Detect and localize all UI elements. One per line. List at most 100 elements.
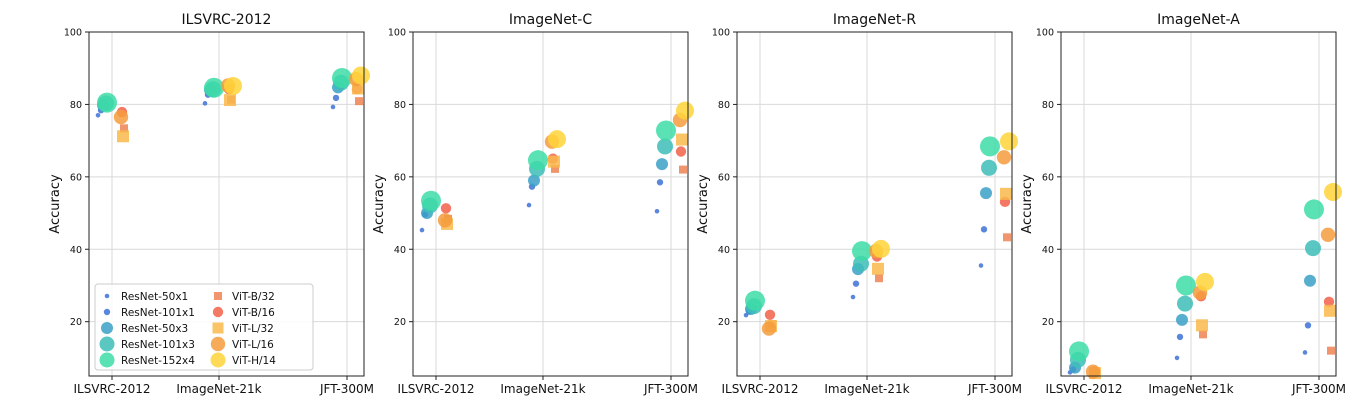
data-point xyxy=(421,190,441,211)
data-point xyxy=(656,120,676,141)
data-point xyxy=(224,76,242,95)
data-point xyxy=(332,67,352,88)
legend-label: ViT-L/16 xyxy=(232,339,274,351)
legend-label: ResNet-152x4 xyxy=(121,355,195,367)
data-point xyxy=(528,174,540,187)
data-point xyxy=(872,239,890,258)
x-tick-label: ILSVRC-2012 xyxy=(1045,382,1122,396)
data-point xyxy=(548,130,566,149)
legend-marker xyxy=(210,352,226,368)
y-tick-label: 20 xyxy=(394,317,406,328)
data-point xyxy=(1302,350,1308,355)
data-point xyxy=(850,294,856,300)
x-tick-label: ImageNet-21k xyxy=(1148,382,1233,396)
panel-title: ILSVRC-2012 xyxy=(182,12,272,28)
y-tick-label: 20 xyxy=(70,317,82,328)
y-tick-label: 40 xyxy=(394,245,406,256)
y-tick-label: 60 xyxy=(1042,172,1054,183)
legend-label: ResNet-101x3 xyxy=(121,339,195,351)
plot-frame xyxy=(1060,31,1337,377)
y-tick-label: 80 xyxy=(394,100,406,111)
legend-marker xyxy=(212,306,224,318)
legend-label: ResNet-50x1 xyxy=(121,291,188,303)
data-point xyxy=(980,187,992,200)
data-point xyxy=(1196,319,1208,332)
legend-marker xyxy=(214,292,222,300)
data-point xyxy=(676,101,694,120)
x-tick-label: ImageNet-21k xyxy=(500,382,585,396)
data-point xyxy=(872,262,884,275)
legend-marker xyxy=(99,336,115,352)
y-tick-label: 80 xyxy=(70,100,82,111)
y-tick-label: 20 xyxy=(718,317,730,328)
x-tick-label: ImageNet-21k xyxy=(176,382,261,396)
data-point xyxy=(1176,333,1184,341)
data-point xyxy=(1304,274,1316,287)
x-tick-label: JFT-300M xyxy=(319,382,374,396)
legend-marker xyxy=(210,336,226,352)
plot-frame xyxy=(412,31,689,377)
panel-title: ImageNet-C xyxy=(509,12,592,28)
y-tick-label: 80 xyxy=(718,100,730,111)
data-point xyxy=(1069,341,1089,362)
y-tick-label: 60 xyxy=(718,172,730,183)
legend: ResNet-50x1 ResNet-101x1 ResNet-50x3 ResNet… xyxy=(94,283,314,371)
data-point xyxy=(1324,304,1336,317)
x-tick-label: ImageNet-21k xyxy=(824,382,909,396)
x-tick-label: ILSVRC-2012 xyxy=(397,382,474,396)
data-point xyxy=(1324,183,1342,202)
y-tick-label: 100 xyxy=(388,28,406,39)
plot-frame xyxy=(736,31,1013,377)
data-point xyxy=(980,226,988,233)
data-point xyxy=(551,164,559,173)
data-point xyxy=(548,155,560,168)
data-point xyxy=(1327,346,1335,355)
data-point xyxy=(1177,295,1193,312)
y-axis-label: Accuracy xyxy=(372,174,387,234)
data-point xyxy=(352,66,370,85)
panel-title: ImageNet-R xyxy=(833,12,916,28)
data-point xyxy=(875,274,883,283)
data-point xyxy=(676,133,688,146)
data-point xyxy=(1003,233,1011,242)
data-point xyxy=(204,77,224,98)
y-axis-label: Accuracy xyxy=(48,174,63,234)
data-point xyxy=(745,290,765,311)
data-point xyxy=(996,150,1012,165)
data-point xyxy=(679,165,687,174)
legend-marker xyxy=(99,352,115,368)
y-axis-label: Accuracy xyxy=(696,174,711,234)
data-point xyxy=(120,124,128,133)
data-point xyxy=(1196,272,1214,291)
data-point xyxy=(1174,355,1180,361)
chart-panel: 20 40 60 80 100 ILSVRC-2012 ImageNet-21k JFT-30… xyxy=(696,12,1022,396)
legend-label: ResNet-50x3 xyxy=(121,323,188,335)
data-point xyxy=(764,309,776,321)
data-point xyxy=(654,208,660,214)
data-point xyxy=(675,146,687,157)
legend-box xyxy=(94,283,314,371)
y-tick-label: 20 xyxy=(1042,317,1054,328)
legend-label: ViT-B/16 xyxy=(232,307,275,319)
y-tick-label: 80 xyxy=(1042,100,1054,111)
data-point xyxy=(852,241,872,262)
data-point xyxy=(981,159,997,176)
data-point xyxy=(202,101,208,106)
data-point xyxy=(1304,322,1312,329)
data-point xyxy=(1176,275,1196,296)
chart-panel: 20 40 60 80 100 ILSVRC-2012 ImageNet-21k JFT-30… xyxy=(48,12,374,396)
data-point xyxy=(657,138,673,155)
data-point xyxy=(1320,227,1336,242)
data-point xyxy=(761,321,777,336)
data-point xyxy=(355,97,363,106)
y-tick-label: 40 xyxy=(718,245,730,256)
y-tick-label: 100 xyxy=(1036,28,1054,39)
data-point xyxy=(656,158,668,171)
data-point xyxy=(656,179,664,186)
x-tick-label: ILSVRC-2012 xyxy=(721,382,798,396)
y-axis-label: Accuracy xyxy=(1020,174,1035,234)
data-point xyxy=(1304,199,1324,220)
data-point xyxy=(1000,187,1012,200)
data-point xyxy=(224,94,236,107)
